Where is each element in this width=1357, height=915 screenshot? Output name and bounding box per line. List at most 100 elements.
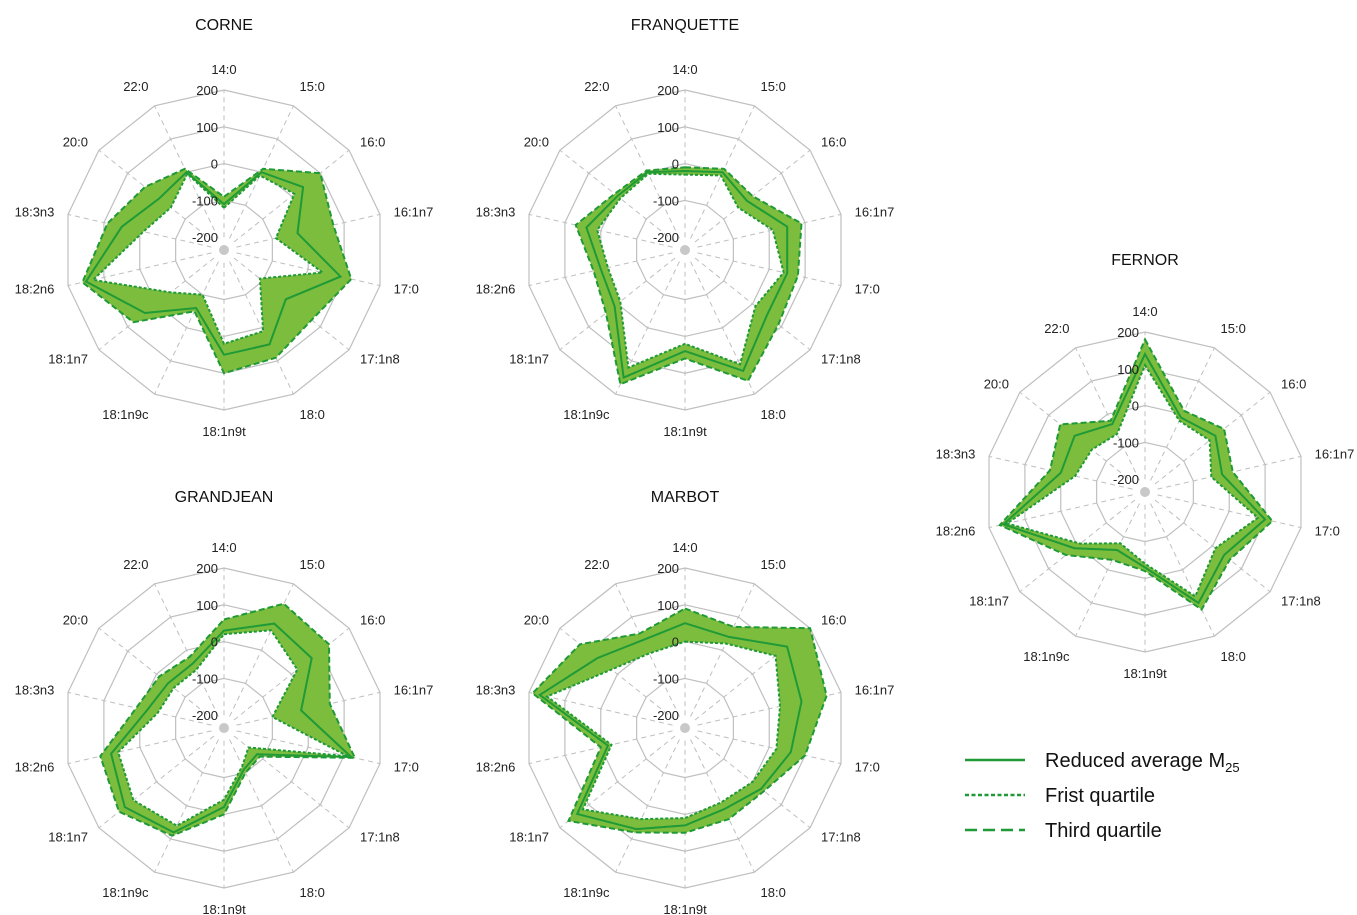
chart-title: FRANQUETTE (631, 17, 739, 34)
category-label-18-2n6: 18:2n6 (476, 760, 516, 775)
category-label-18-0: 18:0 (761, 885, 786, 900)
series-third-quartile (99, 602, 357, 837)
spoke-18-3n3 (528, 213, 673, 248)
series-mean (1001, 351, 1267, 605)
series-mean (585, 169, 789, 380)
spoke-18-1n9c (154, 739, 219, 873)
category-label-15-0: 15:0 (1221, 321, 1246, 336)
tick-label: 100 (1117, 362, 1139, 377)
category-label-18-1n9c: 18:1n9c (563, 885, 610, 900)
spoke-18-1n9c (615, 739, 680, 873)
category-label-20-0: 20:0 (63, 613, 88, 628)
category-label-22-0: 22:0 (1044, 321, 1069, 336)
category-label-22-0: 22:0 (584, 79, 609, 94)
category-label-18-3n3: 18:3n3 (476, 204, 516, 219)
spoke-16-1n7 (697, 213, 842, 248)
category-label-18-1n9t: 18:1n9t (663, 902, 707, 915)
category-label-18-2n6: 18:2n6 (15, 760, 55, 775)
category-label-16-0: 16:0 (821, 135, 846, 150)
category-label-16-0: 16:0 (360, 613, 385, 628)
spoke-17-1n8 (233, 735, 350, 829)
category-label-15-0: 15:0 (761, 79, 786, 94)
tick-label: -200 (192, 230, 218, 245)
quartile-band (532, 608, 827, 833)
spoke-18-2n6 (67, 730, 212, 765)
spoke-18-0 (690, 261, 755, 395)
category-label-18-0: 18:0 (1221, 649, 1246, 664)
tick-label: -100 (1113, 435, 1139, 450)
tick-label: 0 (1132, 399, 1139, 414)
category-label-18-1n9t: 18:1n9t (202, 902, 246, 915)
category-label-16-1n7: 16:1n7 (855, 204, 895, 219)
legend-label-mean: Reduced average M25 (1045, 750, 1240, 775)
chart-title: CORNE (195, 17, 253, 34)
category-label-18-1n9c: 18:1n9c (563, 407, 610, 422)
category-label-18-1n9t: 18:1n9t (663, 424, 707, 439)
category-label-20-0: 20:0 (524, 135, 549, 150)
charts-group: CORNE 200 100 0 -100 -200 14:0 15:0 16:0 16:1n7 17… (15, 17, 1355, 915)
tick-label: 200 (657, 561, 679, 576)
category-label-17-1n8: 17:1n8 (821, 830, 861, 845)
tick-label: 0 (211, 635, 218, 650)
spoke-17-0 (697, 730, 842, 765)
series-first-quartile (90, 172, 326, 346)
category-label-18-1n9t: 18:1n9t (1123, 666, 1167, 681)
category-label-18-1n9c: 18:1n9c (1023, 649, 1070, 664)
spoke-16-1n7 (697, 691, 842, 726)
category-label-16-0: 16:0 (1281, 377, 1306, 392)
chart-title: FERNOR (1111, 252, 1179, 269)
category-label-16-1n7: 16:1n7 (394, 204, 434, 219)
tick-label: 100 (196, 598, 218, 613)
spoke-17-0 (1157, 494, 1302, 529)
category-label-16-0: 16:0 (821, 613, 846, 628)
category-label-15-0: 15:0 (300, 557, 325, 572)
radar-chart-corne: CORNE 200 100 0 -100 -200 14:0 15:0 16:0 16:1n7 17… (15, 17, 434, 439)
category-label-15-0: 15:0 (761, 557, 786, 572)
tick-label: 0 (672, 635, 679, 650)
series-mean (110, 622, 354, 834)
category-label-18-0: 18:0 (300, 407, 325, 422)
legend-item-first-quartile: Frist quartile (965, 785, 1155, 807)
category-label-14-0: 14:0 (211, 540, 236, 555)
legend: Reduced average M25 Frist quartile Third… (965, 750, 1240, 842)
spoke-16-0 (694, 627, 811, 721)
category-label-18-1n9t: 18:1n9t (202, 424, 246, 439)
spoke-18-1n7 (98, 735, 215, 829)
spoke-17-0 (236, 730, 381, 765)
spoke-16-0 (233, 149, 350, 243)
tick-label: 100 (657, 598, 679, 613)
category-label-18-3n3: 18:3n3 (15, 204, 55, 219)
category-label-17-1n8: 17:1n8 (1281, 594, 1321, 609)
category-label-18-1n9c: 18:1n9c (102, 885, 149, 900)
center-dot (219, 245, 229, 255)
spoke-22-0 (154, 583, 219, 717)
legend-item-third-quartile: Third quartile (965, 820, 1162, 842)
category-label-18-2n6: 18:2n6 (15, 282, 55, 297)
category-label-17-0: 17:0 (855, 760, 880, 775)
quartile-band (100, 603, 355, 836)
spoke-18-0 (1150, 503, 1215, 637)
spoke-18-0 (229, 739, 294, 873)
spoke-22-0 (1075, 347, 1140, 481)
legend-item-mean: Reduced average M25 (965, 750, 1240, 775)
category-label-17-1n8: 17:1n8 (821, 352, 861, 367)
tick-label: -100 (192, 193, 218, 208)
category-label-17-0: 17:0 (1315, 524, 1340, 539)
tick-label: 200 (657, 83, 679, 98)
series-mean (84, 170, 343, 356)
radar-chart-franquette: FRANQUETTE 200 100 0 -100 -200 14:0 15:0 16:0 16:… (476, 17, 895, 439)
spoke-18-2n6 (988, 494, 1133, 529)
category-label-16-0: 16:0 (360, 135, 385, 150)
category-label-15-0: 15:0 (300, 79, 325, 94)
category-label-18-1n7: 18:1n7 (48, 830, 88, 845)
spoke-18-2n6 (67, 252, 212, 287)
spoke-18-1n9c (1075, 503, 1140, 637)
quartile-band (999, 339, 1273, 610)
category-label-18-3n3: 18:3n3 (476, 682, 516, 697)
tick-label: -200 (653, 230, 679, 245)
category-label-18-1n9c: 18:1n9c (102, 407, 149, 422)
category-label-18-1n7: 18:1n7 (969, 594, 1009, 609)
radar-chart-grandjean: GRANDJEAN 200 100 0 -100 -200 14:0 15:0 16:0 16:1… (15, 489, 434, 915)
category-label-14-0: 14:0 (672, 62, 697, 77)
